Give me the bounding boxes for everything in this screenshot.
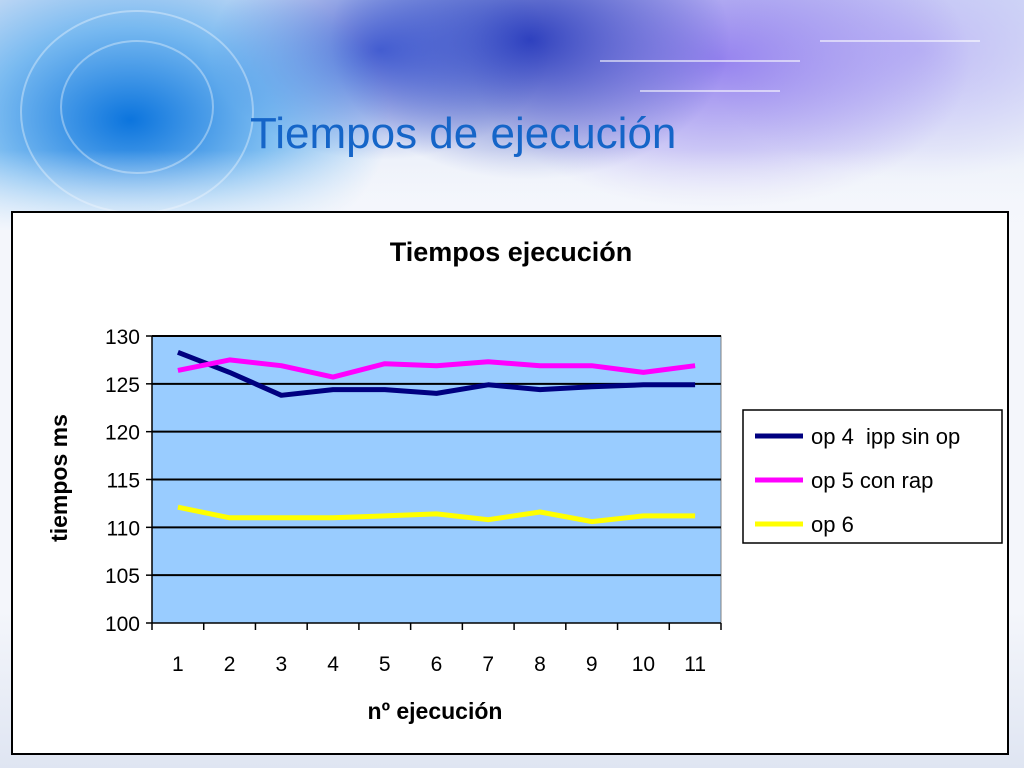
x-tick-label: 3 (275, 653, 287, 676)
y-axis-label: tiempos ms (46, 414, 72, 542)
y-tick-label: 120 (105, 422, 140, 445)
x-tick-label: 7 (482, 653, 494, 676)
circuit-line-decoration (820, 40, 980, 42)
slide-title: Tiempos de ejecución (250, 109, 677, 158)
y-tick-label: 105 (105, 565, 140, 588)
series-line (177, 357, 696, 380)
legend-label: op 5 con rap (811, 468, 933, 493)
x-tick-label: 8 (534, 653, 546, 676)
circuit-line-decoration (640, 90, 780, 92)
line-chart: Tiempos ejecución tiempos ms nº ejecució… (46, 237, 1003, 724)
x-tick-label: 5 (379, 653, 391, 676)
series-line (176, 349, 696, 398)
y-tick-label: 125 (105, 374, 140, 397)
circuit-line-decoration (600, 60, 800, 62)
x-tick-label: 4 (327, 653, 339, 676)
x-tick-label: 10 (632, 653, 655, 676)
x-tick-label: 9 (586, 653, 598, 676)
series-line (177, 504, 696, 525)
x-tick-label: 2 (224, 653, 236, 676)
legend-box (742, 409, 1003, 544)
x-axis-label: nº ejecución (368, 698, 503, 724)
y-tick-label: 110 (107, 517, 140, 540)
legend-label: op 4 ipp sin op (811, 424, 960, 449)
y-tick-label: 130 (105, 326, 140, 349)
legend-label: op 6 (811, 512, 854, 537)
chart-title: Tiempos ejecución (390, 237, 633, 267)
x-tick-label: 6 (431, 653, 443, 676)
y-tick-label: 115 (107, 470, 140, 493)
y-tick-label: 100 (105, 613, 140, 636)
x-tick-label: 1 (172, 653, 184, 676)
x-tick-label: 11 (684, 653, 706, 676)
